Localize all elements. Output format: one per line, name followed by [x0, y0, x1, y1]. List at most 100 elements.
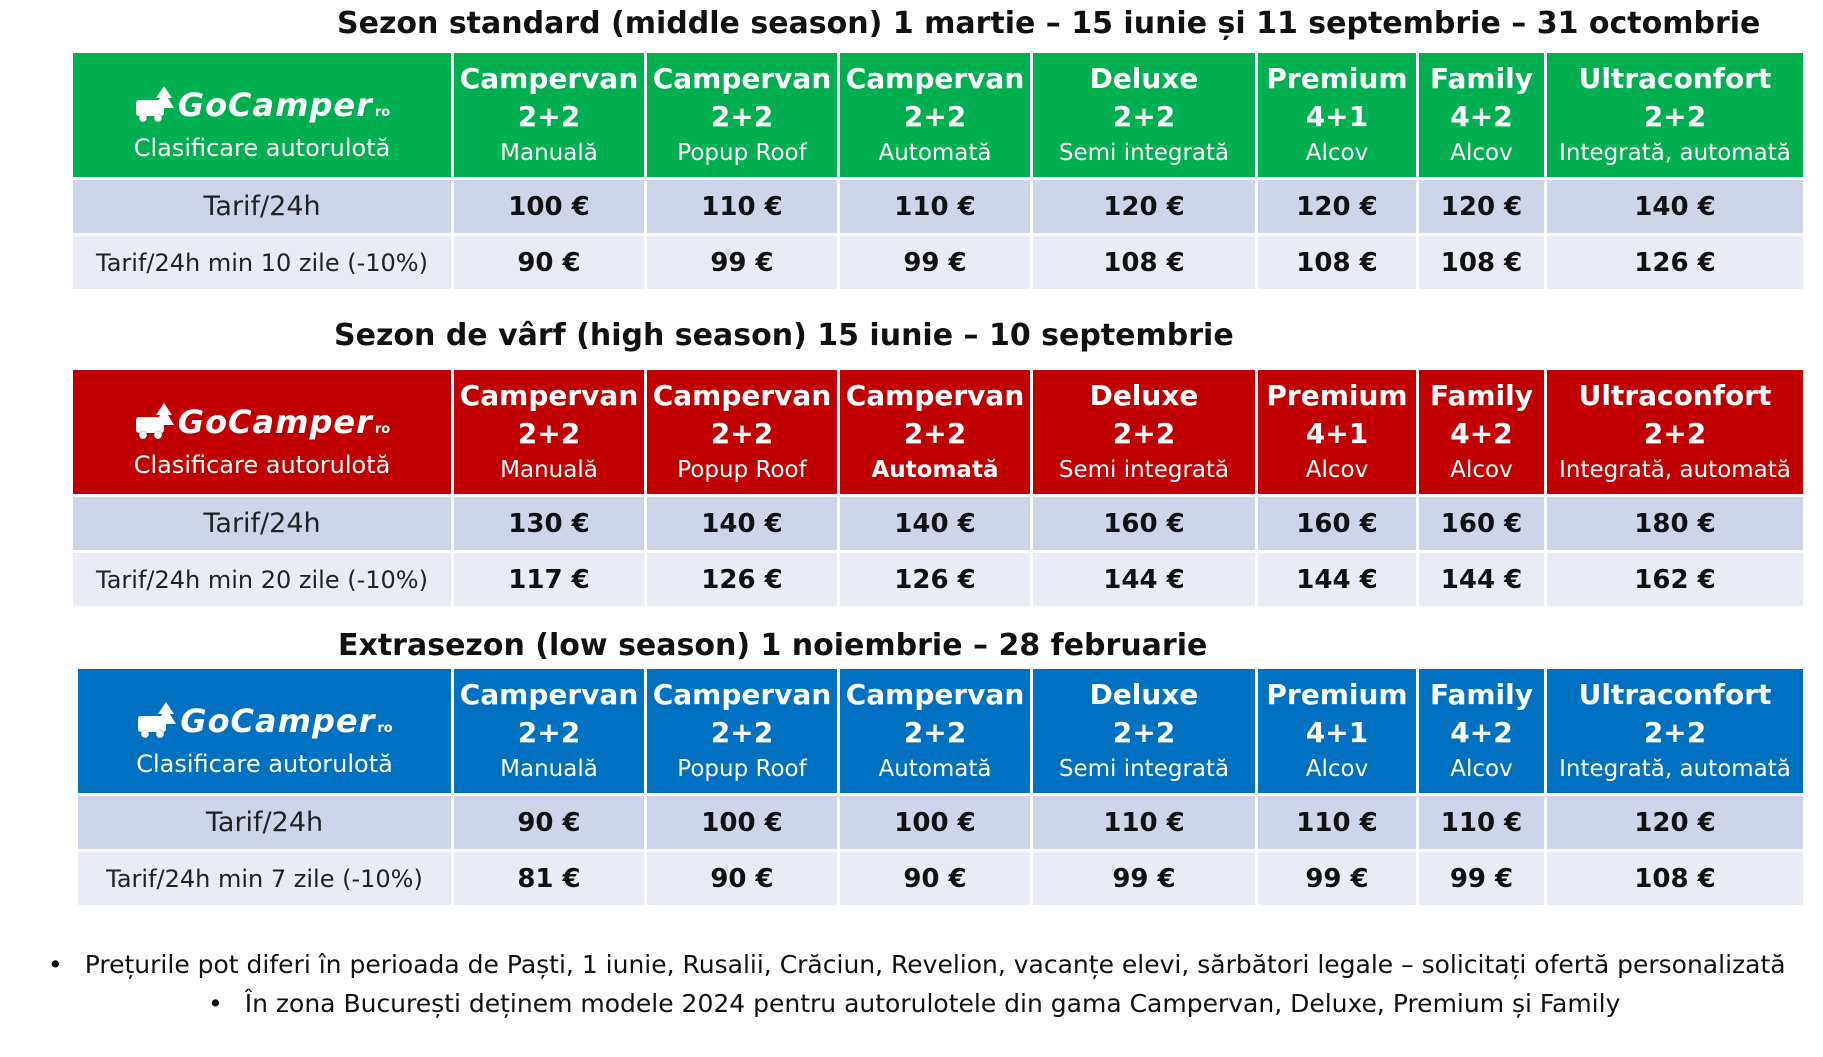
footnote-text: În zona București deținem modele 2024 pe… [244, 989, 1621, 1018]
price-table-high: GoCamper ro Clasificare autorulotă Campe… [70, 367, 1806, 609]
price-cell: 100 € [454, 180, 644, 233]
price-cell: 99 € [1419, 852, 1544, 905]
col-header-campervan-popup: Campervan 2+2 Popup Roof [647, 370, 837, 494]
price-cell: 99 € [840, 236, 1030, 289]
table-row: Tarif/24h min 20 zile (-10%) 117 € 126 €… [73, 553, 1803, 606]
logo-suffix: ro [377, 721, 393, 736]
row-label: Tarif/24h [73, 497, 451, 550]
table-row: Tarif/24h 90 € 100 € 100 € 110 € 110 € 1… [78, 796, 1803, 849]
price-cell: 144 € [1258, 553, 1416, 606]
price-cell: 108 € [1547, 852, 1803, 905]
price-cell: 90 € [840, 852, 1030, 905]
price-cell: 99 € [1258, 852, 1416, 905]
camper-van-tree-icon [135, 86, 174, 123]
price-cell: 90 € [647, 852, 837, 905]
price-cell: 160 € [1258, 497, 1416, 550]
table-row: Tarif/24h 130 € 140 € 140 € 160 € 160 € … [73, 497, 1803, 550]
row-label: Tarif/24h min 20 zile (-10%) [73, 553, 451, 606]
col-header-family: Family 4+2 Alcov [1419, 370, 1544, 494]
price-cell: 100 € [840, 796, 1030, 849]
price-cell: 108 € [1033, 236, 1255, 289]
price-cell: 108 € [1419, 236, 1544, 289]
gocamper-logo: GoCamper ro [73, 389, 451, 441]
price-cell: 120 € [1547, 796, 1803, 849]
price-cell: 90 € [454, 236, 644, 289]
section-title-standard: Sezon standard (middle season) 1 martie … [337, 6, 1761, 41]
col-header-deluxe: Deluxe 2+2 Semi integrată [1033, 53, 1255, 177]
col-header-campervan-popup: Campervan 2+2 Popup Roof [647, 669, 837, 793]
camper-van-tree-icon [138, 702, 177, 739]
col-header-campervan-manual: Campervan 2+2 Manuală [454, 669, 644, 793]
price-cell: 140 € [647, 497, 837, 550]
price-cell: 100 € [647, 796, 837, 849]
price-cell: 120 € [1419, 180, 1544, 233]
col-header-premium: Premium 4+1 Alcov [1258, 669, 1416, 793]
col-header-premium: Premium 4+1 Alcov [1258, 53, 1416, 177]
col-header-ultraconfort: Ultraconfort 2+2 Integrată, automată [1547, 669, 1803, 793]
col-header-campervan-popup: Campervan 2+2 Popup Roof [647, 53, 837, 177]
footnote-text: Prețurile pot diferi în perioada de Pașt… [84, 950, 1786, 979]
footnote-item: • În zona București deținem modele 2024 p… [208, 989, 1620, 1018]
col-header-campervan-manual: Campervan 2+2 Manuală [454, 370, 644, 494]
col-header-campervan-auto: Campervan 2+2 Automată [840, 53, 1030, 177]
price-cell: 110 € [647, 180, 837, 233]
logo-brand: GoCamper [177, 403, 373, 441]
section-title-low: Extrasezon (low season) 1 noiembrie – 28… [338, 628, 1208, 663]
price-cell: 99 € [647, 236, 837, 289]
price-table-low: GoCamper ro Clasificare autorulotă Campe… [75, 666, 1806, 908]
logo-suffix: ro [374, 105, 391, 120]
table-row: Tarif/24h min 10 zile (-10%) 90 € 99 € 9… [73, 236, 1803, 289]
logo-subtitle: Clasificare autorulotă [133, 451, 391, 479]
logo-header-cell: GoCamper ro Clasificare autorulotă [73, 53, 451, 177]
logo-subtitle: Clasificare autorulotă [136, 750, 393, 778]
price-cell: 180 € [1547, 497, 1803, 550]
col-header-premium: Premium 4+1 Alcov [1258, 370, 1416, 494]
footnote-item: • Prețurile pot diferi în perioada de Paș… [48, 950, 1786, 979]
camper-van-tree-icon [135, 403, 174, 440]
col-header-ultraconfort: Ultraconfort 2+2 Integrată, automată [1547, 53, 1803, 177]
col-header-campervan-auto: Campervan 2+2 Automată [840, 669, 1030, 793]
price-cell: 162 € [1547, 553, 1803, 606]
col-header-deluxe: Deluxe 2+2 Semi integrată [1033, 669, 1255, 793]
price-cell: 110 € [1419, 796, 1544, 849]
bullet-icon: • [48, 950, 63, 979]
price-cell: 126 € [647, 553, 837, 606]
section-title-high: Sezon de vârf (high season) 15 iunie – 1… [334, 318, 1234, 353]
price-cell: 117 € [454, 553, 644, 606]
price-cell: 130 € [454, 497, 644, 550]
price-cell: 144 € [1419, 553, 1544, 606]
logo-brand: GoCamper [180, 702, 376, 740]
price-cell: 126 € [840, 553, 1030, 606]
table-row: Tarif/24h 100 € 110 € 110 € 120 € 120 € … [73, 180, 1803, 233]
col-header-deluxe: Deluxe 2+2 Semi integrată [1033, 370, 1255, 494]
price-cell: 160 € [1419, 497, 1544, 550]
logo-subtitle: Clasificare autorulotă [133, 134, 391, 162]
col-header-campervan-auto: Campervan 2+2 Automată [840, 370, 1030, 494]
gocamper-logo: GoCamper ro [78, 688, 451, 740]
bullet-icon: • [208, 989, 223, 1018]
price-cell: 120 € [1258, 180, 1416, 233]
row-label: Tarif/24h min 7 zile (-10%) [78, 852, 451, 905]
logo-header-cell: GoCamper ro Clasificare autorulotă [78, 669, 451, 793]
col-header-ultraconfort: Ultraconfort 2+2 Integrată, automată [1547, 370, 1803, 494]
price-cell: 126 € [1547, 236, 1803, 289]
price-cell: 110 € [1033, 796, 1255, 849]
price-cell: 140 € [1547, 180, 1803, 233]
price-cell: 144 € [1033, 553, 1255, 606]
table-row: Tarif/24h min 7 zile (-10%) 81 € 90 € 90… [78, 852, 1803, 905]
row-label: Tarif/24h min 10 zile (-10%) [73, 236, 451, 289]
logo-header-cell: GoCamper ro Clasificare autorulotă [73, 370, 451, 494]
col-header-family: Family 4+2 Alcov [1419, 669, 1544, 793]
col-header-family: Family 4+2 Alcov [1419, 53, 1544, 177]
logo-brand: GoCamper [177, 86, 373, 124]
row-label: Tarif/24h [78, 796, 451, 849]
price-cell: 140 € [840, 497, 1030, 550]
row-label: Tarif/24h [73, 180, 451, 233]
price-cell: 108 € [1258, 236, 1416, 289]
price-cell: 110 € [840, 180, 1030, 233]
price-cell: 120 € [1033, 180, 1255, 233]
gocamper-logo: GoCamper ro [73, 72, 451, 124]
col-header-campervan-manual: Campervan 2+2 Manuală [454, 53, 644, 177]
price-cell: 99 € [1033, 852, 1255, 905]
price-cell: 81 € [454, 852, 644, 905]
